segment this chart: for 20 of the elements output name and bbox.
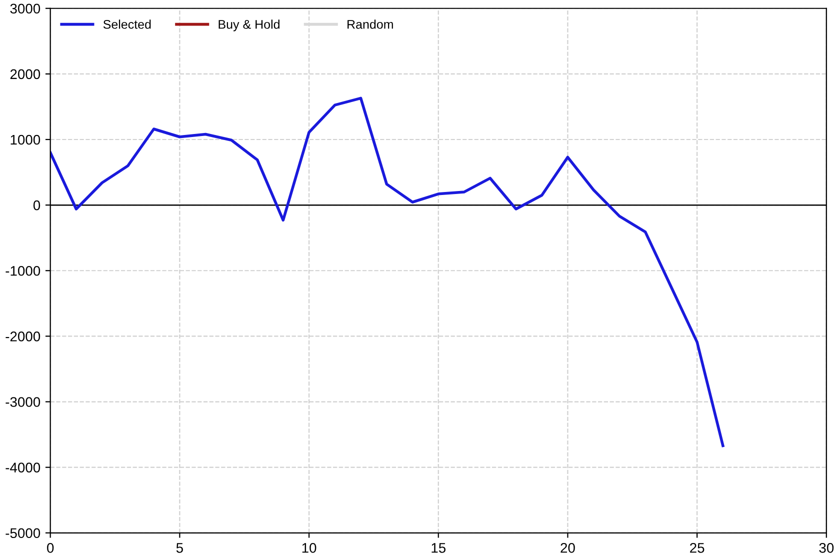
x-tick-label: 10 [302,542,316,553]
y-tick-label: 0 [33,200,40,210]
x-tick-label: 5 [176,543,183,553]
y-tick-label: 3000 [10,4,40,14]
y-tick-label: -2000 [6,332,40,342]
x-tick-label: 25 [690,542,704,553]
line-series [50,96,724,448]
y-tick-label: 1000 [10,134,40,145]
y-tick-label: 2000 [10,69,40,80]
legend-label: Buy & Hold [218,20,280,32]
legend-label: Selected [103,20,151,29]
x-tick-label: 15 [432,543,446,553]
y-tick-label: -3000 [6,397,40,407]
x-tick-label: 30 [819,542,834,553]
y-tick-label: -5000 [6,528,40,538]
legend-label: Random [348,20,393,29]
y-tick-label: -1000 [6,266,40,276]
x-tick-label: 0 [47,542,54,553]
y-tick-label: -4000 [6,462,40,472]
x-tick-label: 20 [560,542,575,553]
